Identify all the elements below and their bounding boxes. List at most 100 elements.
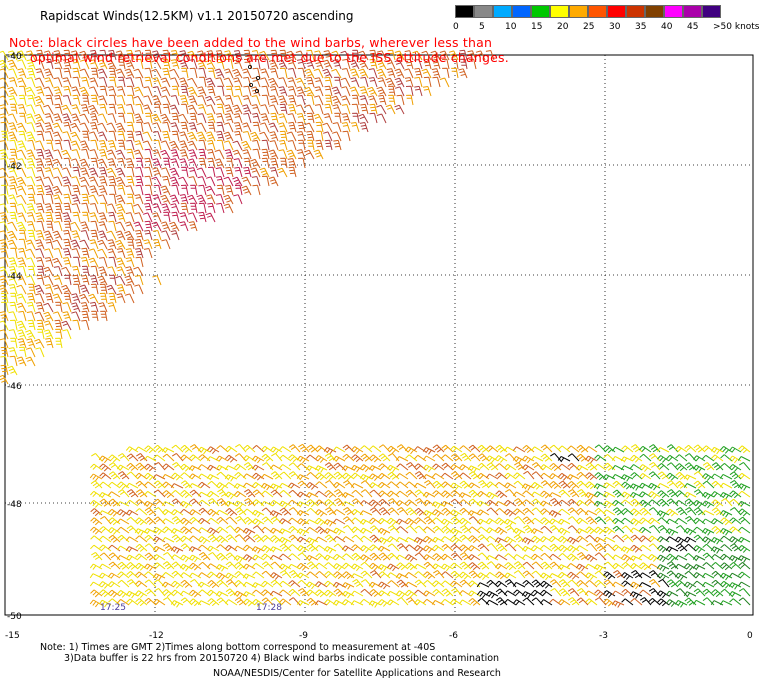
wind-barb [53,77,63,88]
wind-barb [638,491,652,498]
wind-barb [297,480,310,489]
wind-barb [594,589,607,598]
wind-barb [376,86,387,97]
wind-barb [288,121,297,133]
wind-barb [89,573,103,579]
wind-barb [43,266,54,277]
wind-barb [504,579,517,588]
wind-barb [172,461,184,471]
wind-barb [190,184,198,196]
wind-barb [259,122,270,133]
wind-barb [216,176,225,187]
wind-barb [396,597,409,606]
wind-barb [460,58,468,70]
wind-barb [404,554,418,562]
wind-barb [512,554,526,561]
wind-barb [404,581,418,588]
wind-barb [486,507,499,516]
wind-barb [612,507,625,516]
wind-barb [269,590,283,597]
wind-barb [98,221,108,232]
wind-barb [71,86,81,97]
wind-barb [143,122,153,133]
wind-barb [16,356,27,367]
wind-barb [0,311,9,322]
wind-barb [63,220,72,232]
wind-barb [206,545,220,552]
wind-barb [243,112,252,124]
wind-barb [44,203,54,214]
wind-barb [476,572,490,581]
wind-barb [684,462,697,471]
wind-barb [639,544,652,552]
wind-barb [603,543,616,552]
wind-barb [154,461,166,471]
wind-barb [34,113,45,124]
wind-barb [26,158,36,169]
wind-barb [88,167,99,178]
wind-barb [144,76,153,88]
wind-barb [152,77,162,88]
wind-barb [621,561,634,570]
wind-barb [0,374,9,385]
wind-barb [171,534,184,543]
wind-barb [215,167,225,178]
wind-barb [145,112,153,124]
wind-barb [152,573,166,581]
wind-barb [468,570,481,579]
wind-barb [368,95,378,106]
wind-barb [233,59,243,70]
wind-barb [169,140,180,151]
wind-barb [180,480,193,489]
wind-barb [223,131,234,142]
wind-barb [144,67,153,79]
wind-barb [315,571,328,579]
wind-barb [261,445,274,453]
wind-barb [151,68,162,79]
wind-barb [666,472,679,481]
wind-barb [126,571,139,579]
wind-barb [233,122,243,133]
wind-barb [269,86,279,97]
wind-barb [271,452,283,462]
wind-barb [70,122,81,133]
wind-barb [242,563,256,570]
wind-barb [738,472,751,480]
wind-barb [720,517,733,526]
wind-barb [81,148,90,160]
wind-barb [116,464,130,471]
wind-barb [250,131,261,142]
wind-barb [270,561,283,570]
wind-barb [351,517,364,525]
wind-barb [108,561,121,570]
wind-barb [684,543,697,552]
wind-barb [205,185,216,196]
wind-barb [621,481,634,490]
wind-barb [153,444,166,453]
wind-barb [701,527,715,536]
wind-barb [405,499,418,507]
wind-barb [17,212,27,223]
wind-barb [675,454,688,462]
wind-barb [333,535,346,543]
wind-barb [90,490,103,498]
wind-barb [152,95,162,106]
wind-barb [395,573,409,580]
wind-barb [495,472,508,480]
wind-barb [116,266,126,277]
wind-barb [162,453,175,462]
wind-barb [144,202,153,214]
wind-barb [135,508,148,516]
wind-barb [170,149,180,160]
wind-barb [90,139,99,151]
wind-barb [432,544,445,552]
wind-barb [441,598,454,606]
wind-barb [576,480,589,489]
wind-barb [494,563,508,570]
wind-barb [79,50,90,61]
wind-barb [107,140,117,151]
wind-barb [205,131,216,142]
wind-barb [26,176,36,187]
wind-barb [89,581,103,588]
wind-barb [477,490,490,498]
